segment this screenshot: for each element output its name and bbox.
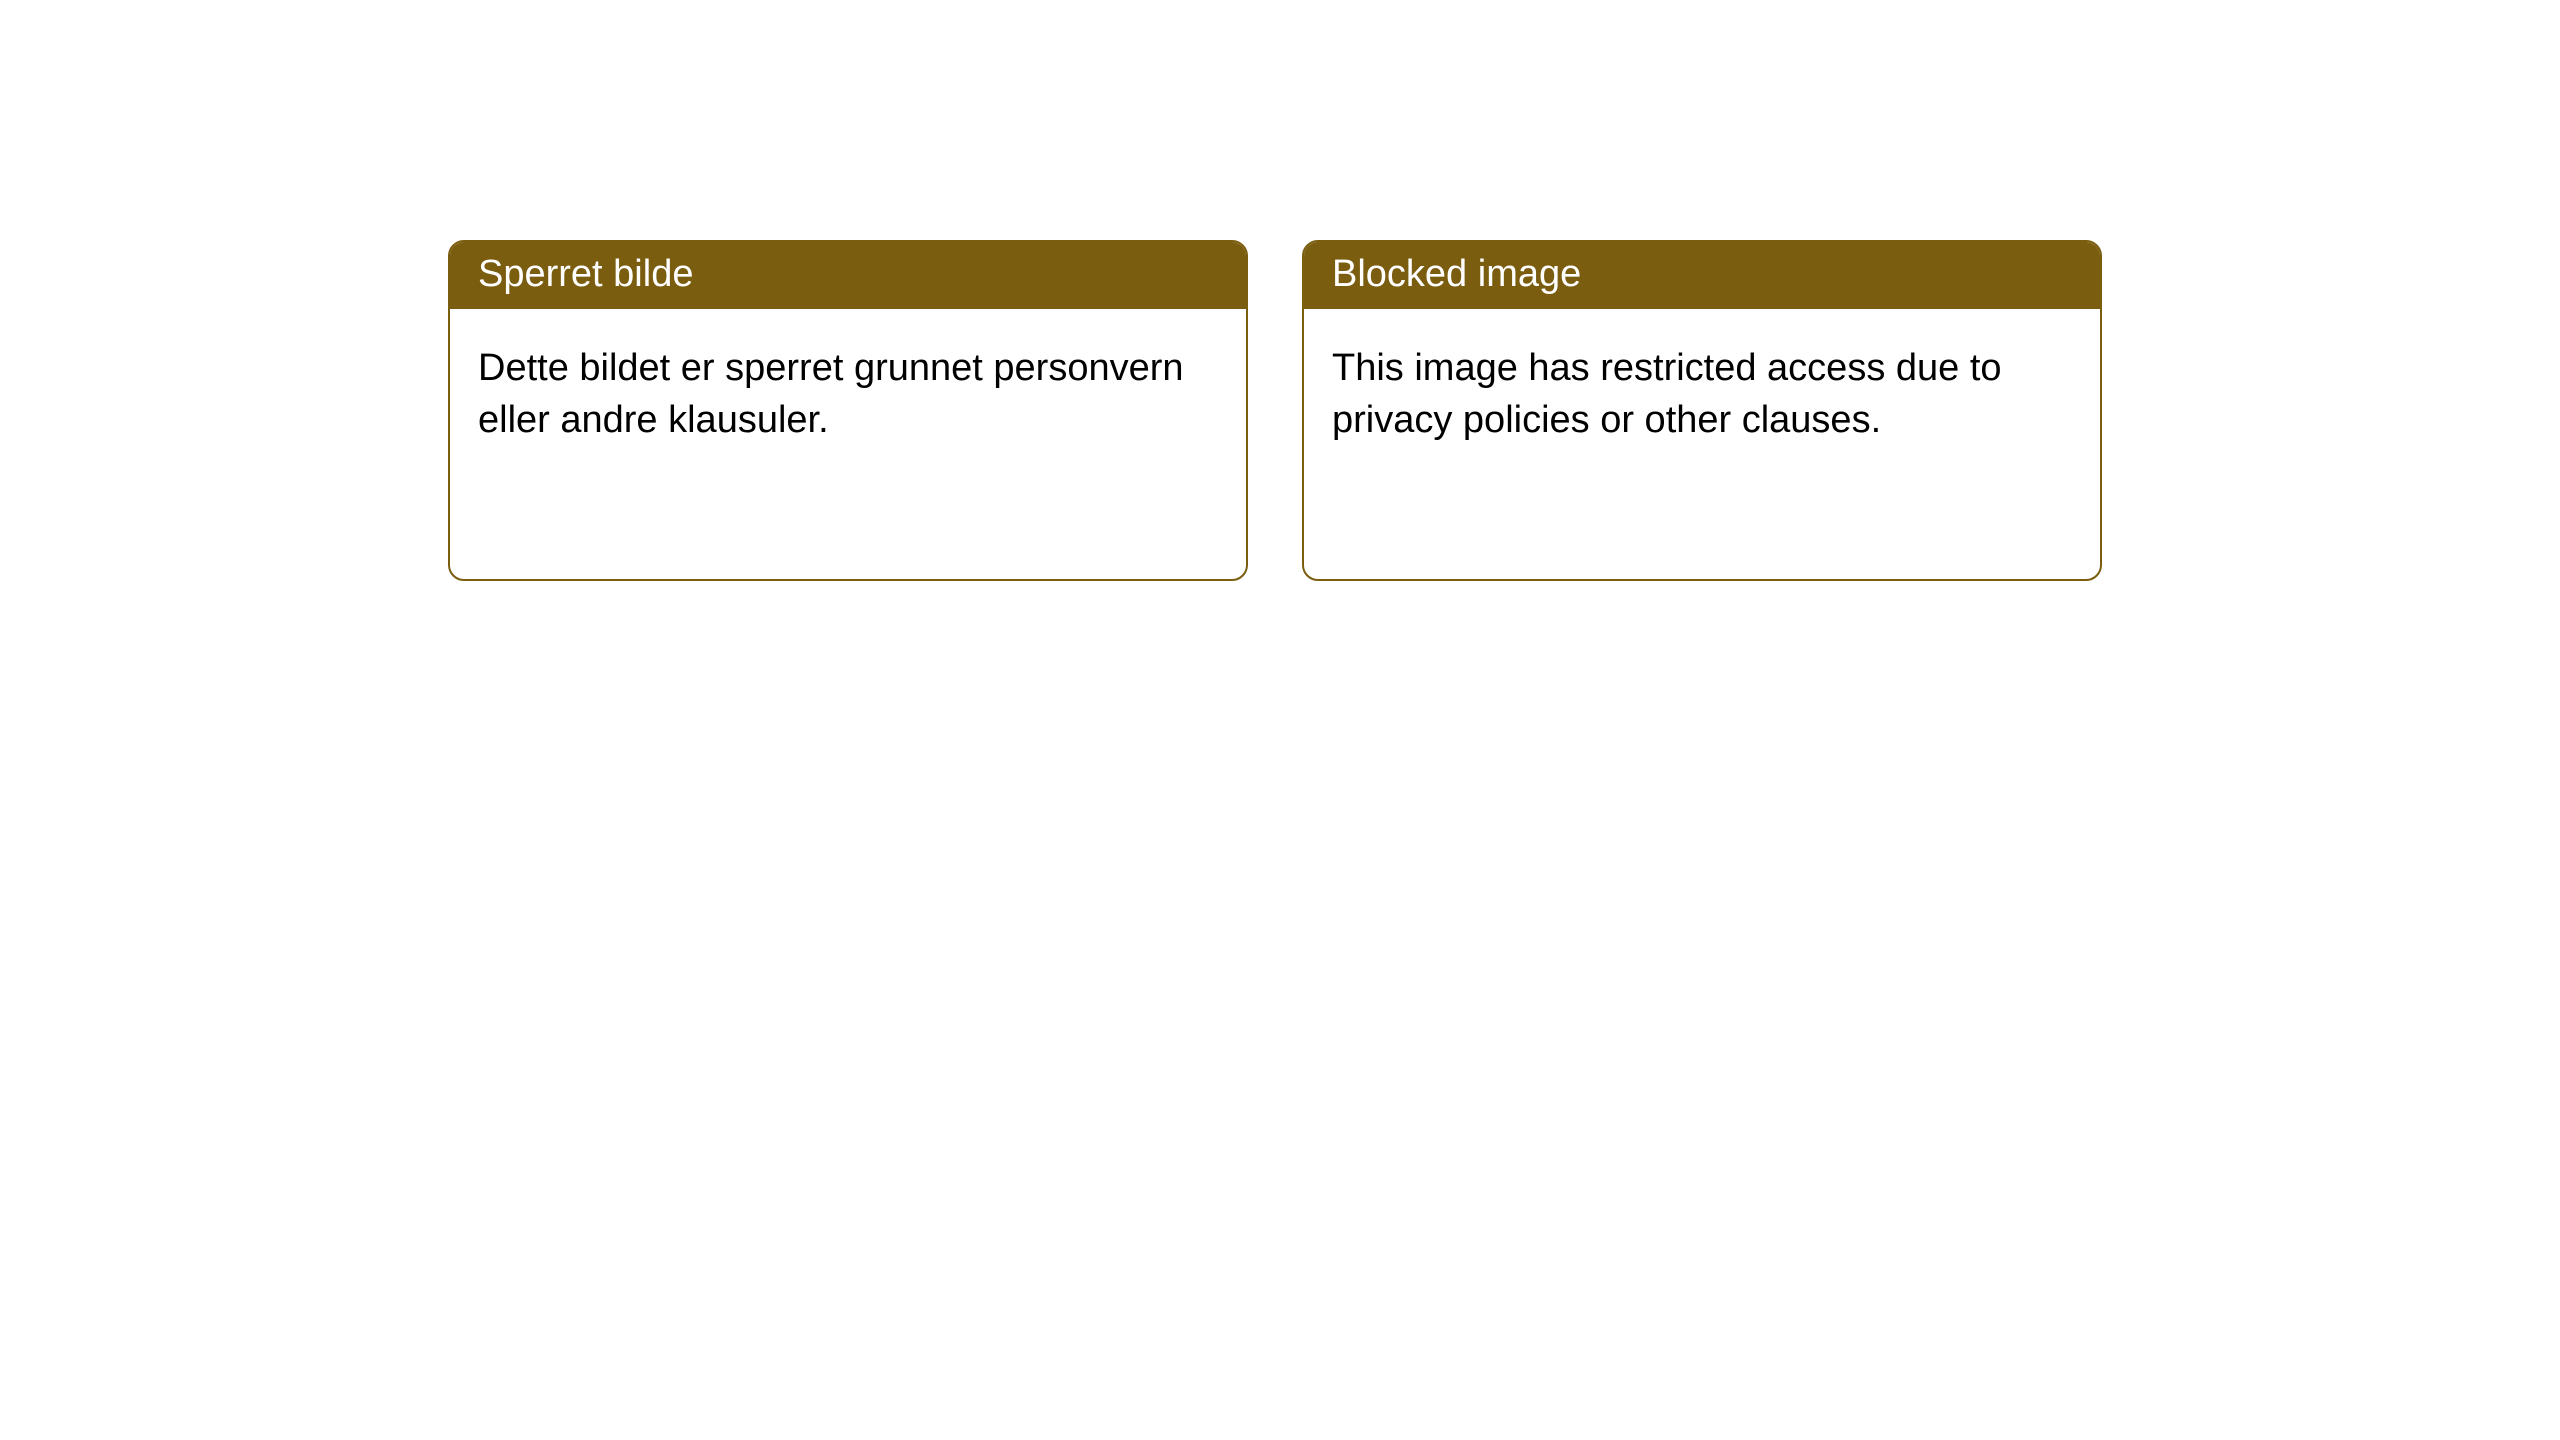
notice-card-norwegian: Sperret bilde Dette bildet er sperret gr… (448, 240, 1248, 581)
notice-container: Sperret bilde Dette bildet er sperret gr… (0, 0, 2560, 581)
notice-header-english: Blocked image (1304, 242, 2100, 309)
notice-header-norwegian: Sperret bilde (450, 242, 1246, 309)
notice-body-norwegian: Dette bildet er sperret grunnet personve… (450, 309, 1246, 579)
notice-card-english: Blocked image This image has restricted … (1302, 240, 2102, 581)
notice-body-english: This image has restricted access due to … (1304, 309, 2100, 579)
